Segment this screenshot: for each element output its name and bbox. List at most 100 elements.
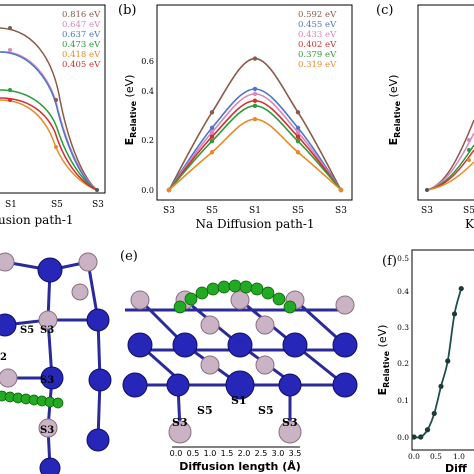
panel-b-legend-entry: 0.402 eV xyxy=(298,40,337,50)
panel-f-data-point xyxy=(445,358,451,364)
panel-c-curves xyxy=(425,119,474,192)
panel-a-curve-green xyxy=(0,89,98,191)
panel-a-xtick: S3 xyxy=(92,200,104,210)
panel-d-atom-s xyxy=(39,457,61,474)
panel-b-data-point xyxy=(295,125,301,131)
panel-e-atom-na xyxy=(255,315,275,335)
panel-a-point xyxy=(95,188,99,192)
panel-c-point xyxy=(425,188,429,192)
panel-d-diffusion-path xyxy=(0,390,64,409)
panel-a-point xyxy=(8,48,12,52)
panel-b-xlabel: Na Diffusion path-1 xyxy=(195,217,314,231)
panel-a-point xyxy=(8,26,12,30)
panel-b-ytick: 0.6 xyxy=(141,57,154,66)
panel-d-atom-s xyxy=(0,313,17,337)
panel-a-legend-entry: 0.405 eV xyxy=(62,60,101,70)
panel-f-ylabel-sub: Relative xyxy=(382,350,391,388)
panel-c-xtick: S5 xyxy=(463,206,474,216)
panel-c-point xyxy=(467,148,471,152)
panel-e-axis-tick: 2.5 xyxy=(255,449,268,458)
panel-f-data-point xyxy=(451,311,458,317)
panel-f-xtick: 0.5 xyxy=(430,452,442,461)
panel-b-data-point xyxy=(295,134,301,139)
panel-f-ytick: 0.3 xyxy=(397,323,409,332)
panel-b-legend-entry: 0.379 eV xyxy=(298,50,337,60)
panel-f-data-point xyxy=(424,427,431,433)
panel-d-atom-na xyxy=(71,283,89,301)
panel-a-curves xyxy=(0,26,99,192)
panel-d-atom-na xyxy=(38,418,58,438)
panel-f-xtick: 0.0 xyxy=(408,452,420,461)
panel-f-data-point xyxy=(411,434,417,440)
panel-c-ylabel: ERelative (eV) xyxy=(387,75,402,146)
panel-b-data-point xyxy=(252,56,258,61)
panel-b-data-point xyxy=(209,125,215,131)
panel-e-path-atom xyxy=(239,280,253,294)
panel-a-xtick: S5 xyxy=(51,200,63,210)
panel-b-xtick: S3 xyxy=(163,206,175,216)
panel-c-curve-green xyxy=(426,144,474,191)
panel-a-legend-entry: 0.473 eV xyxy=(62,40,101,50)
panel-e-atom-s xyxy=(278,373,302,397)
panel-e-path-atom xyxy=(283,300,297,314)
panel-a-legend: 0.816 eV 0.647 eV 0.637 eV 0.473 eV 0.41… xyxy=(62,10,101,70)
panel-f-ytick: 0.0 xyxy=(397,433,409,442)
panel-d-site-label: S3 xyxy=(40,325,54,336)
panel-a-frame xyxy=(0,4,106,194)
panel-b-data-point xyxy=(295,150,301,155)
panel-b-legend-entry: 0.433 eV xyxy=(298,30,337,40)
panel-e-atom-s xyxy=(332,372,358,398)
panel-e-atom-na xyxy=(200,355,220,375)
panel-b-data-point xyxy=(252,86,258,92)
panel-d-atom-s xyxy=(40,366,64,390)
panel-a-xtick: S1 xyxy=(5,200,17,210)
panel-d-site-labels: S5 S3 S3 2 S3 xyxy=(0,325,54,436)
panel-e-atom-s xyxy=(122,372,148,398)
panel-a: 0.816 eV 0.647 eV 0.637 eV 0.473 eV 0.41… xyxy=(0,4,106,227)
panel-e-path-atom xyxy=(250,282,264,296)
panel-f-series-line xyxy=(413,288,463,439)
panel-d-site-label: S3 xyxy=(40,375,54,386)
panel-e-axis-tick: 2.0 xyxy=(238,449,251,458)
panel-a-point xyxy=(8,98,12,102)
panel-b-data-point xyxy=(209,138,215,144)
panel-c: (c) ERelative (eV) S3 S5 K xyxy=(376,3,474,231)
panel-c-ylabel-unit: (eV) xyxy=(387,75,400,101)
panel-e: (e) xyxy=(120,249,358,473)
panel-d-atom-na xyxy=(38,310,58,330)
panel-b-xtick: S5 xyxy=(292,206,304,216)
panel-a-point xyxy=(8,88,12,92)
panel-f-xticks: 0.0 0.5 1.0 xyxy=(408,452,465,461)
panel-c-xtick: S3 xyxy=(421,206,433,216)
panel-e-path-atom xyxy=(206,282,220,296)
panel-a-xticks: S1 S5 S3 xyxy=(5,200,104,210)
panel-b-data-point xyxy=(166,187,172,193)
panel-b-ylabel-sub: Relative xyxy=(129,100,138,138)
panel-b-xtick: S5 xyxy=(206,206,218,216)
panel-e-atom-s xyxy=(332,332,358,358)
panel-e-axis-tick: 1.5 xyxy=(221,449,234,458)
panel-e-atoms xyxy=(122,290,358,444)
panel-c-curve-orange xyxy=(426,161,474,191)
panel-e-label: (e) xyxy=(120,249,138,264)
panel-e-atom-na xyxy=(168,420,192,444)
panel-a-legend-entry: 0.647 eV xyxy=(62,20,101,30)
panel-d-atom-s xyxy=(86,428,110,452)
panel-d-site-label: S5 xyxy=(20,325,34,336)
panel-f-ylabel-main: E xyxy=(376,388,389,396)
panel-f-ylabel-unit: (eV) xyxy=(376,325,389,351)
panel-e-path-atom xyxy=(261,286,275,300)
panel-a-legend-entry: 0.637 eV xyxy=(62,30,101,40)
panel-e-axis-tick: 0.0 xyxy=(170,449,183,458)
panel-e-bonds xyxy=(125,298,355,431)
panel-e-axis-tick: 3.0 xyxy=(272,449,285,458)
panel-d-atoms xyxy=(0,252,112,474)
panel-b-data-point xyxy=(338,187,344,193)
panel-e-atom-s xyxy=(166,373,190,397)
panel-b-ytick: 0.4 xyxy=(141,87,154,96)
panel-b-data-point xyxy=(252,91,258,97)
panel-f-ytick: 0.4 xyxy=(397,287,409,296)
panel-c-point xyxy=(467,138,471,142)
panel-e-length-axis: 0.0 0.5 1.0 1.5 2.0 2.5 3.0 3.5 Diffusio… xyxy=(170,446,301,473)
panel-e-axis-label: Diffusion length (Å) xyxy=(179,460,301,473)
